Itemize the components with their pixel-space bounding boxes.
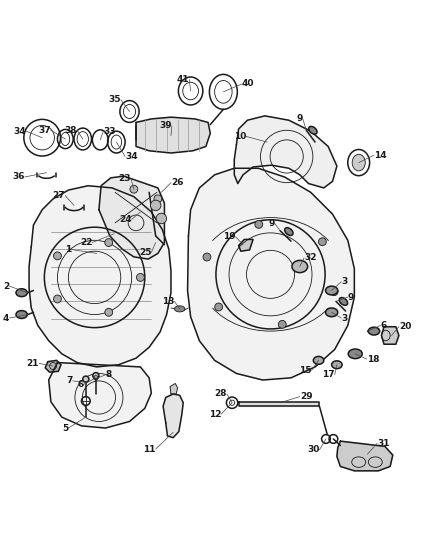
Circle shape <box>105 309 113 316</box>
Circle shape <box>105 239 113 246</box>
Circle shape <box>83 376 89 382</box>
Circle shape <box>156 213 166 224</box>
Circle shape <box>215 303 223 311</box>
Ellipse shape <box>292 261 307 272</box>
Circle shape <box>53 295 61 303</box>
Polygon shape <box>381 327 399 344</box>
Circle shape <box>203 253 211 261</box>
Ellipse shape <box>339 297 348 305</box>
Ellipse shape <box>368 327 380 335</box>
Text: 33: 33 <box>103 127 116 136</box>
Ellipse shape <box>348 349 362 359</box>
Text: 12: 12 <box>208 409 221 418</box>
Text: 27: 27 <box>53 191 65 200</box>
Circle shape <box>93 373 99 379</box>
Circle shape <box>137 273 145 281</box>
Text: 26: 26 <box>171 178 184 187</box>
Ellipse shape <box>309 126 317 134</box>
Text: 17: 17 <box>322 370 335 379</box>
Text: 38: 38 <box>64 126 77 135</box>
Polygon shape <box>187 168 354 380</box>
Circle shape <box>53 252 61 260</box>
Text: 30: 30 <box>307 446 319 454</box>
Text: 35: 35 <box>108 95 121 104</box>
Circle shape <box>130 185 138 193</box>
Text: 9: 9 <box>348 293 354 302</box>
Text: 29: 29 <box>300 392 312 401</box>
Polygon shape <box>136 117 210 153</box>
Ellipse shape <box>313 357 324 364</box>
Circle shape <box>255 221 263 228</box>
Text: 14: 14 <box>374 151 387 160</box>
Text: 9: 9 <box>297 115 303 124</box>
Text: 2: 2 <box>3 281 10 290</box>
Circle shape <box>318 238 326 246</box>
Polygon shape <box>163 394 183 438</box>
Text: 19: 19 <box>223 232 236 241</box>
Text: 6: 6 <box>78 380 84 389</box>
Text: 34: 34 <box>14 127 26 136</box>
Text: 5: 5 <box>62 424 68 433</box>
Text: 6: 6 <box>381 321 387 330</box>
Text: 20: 20 <box>399 322 411 331</box>
Text: 9: 9 <box>268 219 275 228</box>
Polygon shape <box>337 441 393 471</box>
Text: 23: 23 <box>118 174 131 183</box>
Text: 37: 37 <box>38 126 51 135</box>
Text: 22: 22 <box>80 238 92 247</box>
Text: 7: 7 <box>67 376 73 385</box>
Text: 39: 39 <box>159 122 172 131</box>
Text: 10: 10 <box>234 132 246 141</box>
Text: 31: 31 <box>377 439 389 448</box>
Ellipse shape <box>352 154 365 171</box>
Polygon shape <box>45 360 61 372</box>
Polygon shape <box>239 239 253 251</box>
Text: 24: 24 <box>119 215 132 224</box>
Circle shape <box>278 320 286 328</box>
Polygon shape <box>170 384 177 394</box>
Text: 4: 4 <box>3 313 10 322</box>
Text: 8: 8 <box>106 370 112 379</box>
Polygon shape <box>49 362 151 428</box>
Polygon shape <box>239 402 319 406</box>
Circle shape <box>150 200 161 211</box>
Text: 3: 3 <box>341 313 347 322</box>
Ellipse shape <box>325 286 338 295</box>
Polygon shape <box>99 176 164 259</box>
Ellipse shape <box>174 306 185 312</box>
Text: 11: 11 <box>143 445 155 454</box>
Text: 21: 21 <box>27 359 39 368</box>
Polygon shape <box>29 185 171 367</box>
Polygon shape <box>234 116 337 188</box>
Ellipse shape <box>325 308 338 317</box>
Text: 41: 41 <box>177 75 189 84</box>
Circle shape <box>330 288 338 296</box>
Circle shape <box>154 195 162 203</box>
Text: 18: 18 <box>367 354 379 364</box>
Text: 15: 15 <box>299 366 311 375</box>
Text: 25: 25 <box>139 248 151 257</box>
Text: 1: 1 <box>65 245 71 254</box>
Text: 34: 34 <box>125 152 138 161</box>
Text: 36: 36 <box>12 173 25 182</box>
Text: 40: 40 <box>242 79 254 88</box>
Ellipse shape <box>332 361 342 369</box>
Ellipse shape <box>285 228 293 236</box>
Text: 28: 28 <box>214 390 227 399</box>
Ellipse shape <box>16 289 27 297</box>
Text: 32: 32 <box>304 253 317 262</box>
Text: 13: 13 <box>162 297 174 306</box>
Ellipse shape <box>16 311 27 318</box>
Text: 3: 3 <box>341 277 347 286</box>
